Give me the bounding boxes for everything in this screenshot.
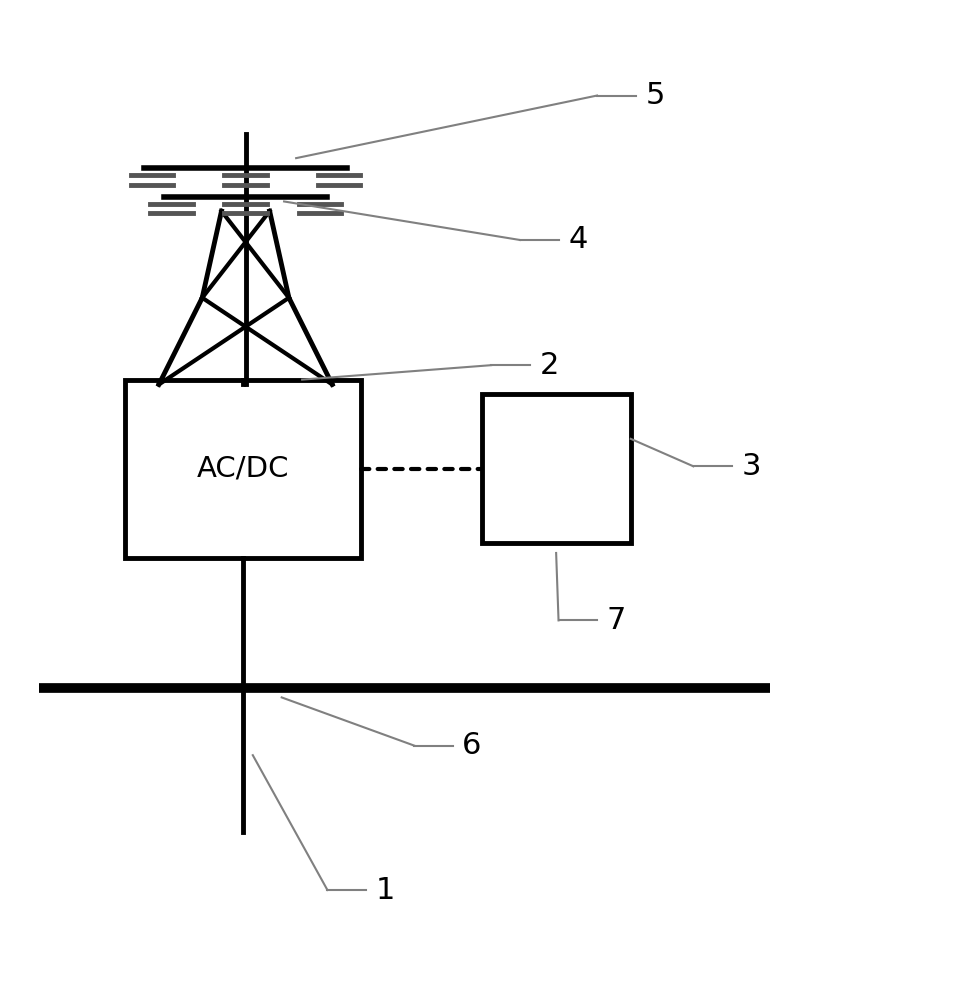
Text: 4: 4: [568, 225, 587, 254]
Text: 3: 3: [742, 452, 761, 481]
Bar: [482, 394, 631, 543]
Text: AC/DC: AC/DC: [196, 455, 290, 483]
Text: 7: 7: [607, 606, 626, 635]
Text: 1: 1: [376, 876, 395, 905]
Text: 2: 2: [539, 351, 559, 380]
Bar: [125, 380, 361, 558]
Text: 6: 6: [462, 731, 482, 760]
Text: 5: 5: [645, 81, 664, 110]
